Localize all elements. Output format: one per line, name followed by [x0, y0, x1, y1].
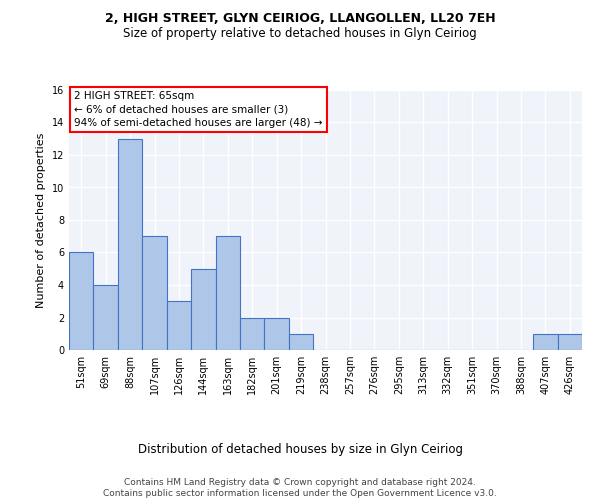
Bar: [142, 236, 167, 350]
Bar: [557, 334, 582, 350]
Text: Contains HM Land Registry data © Crown copyright and database right 2024.
Contai: Contains HM Land Registry data © Crown c…: [103, 478, 497, 498]
Bar: [118, 138, 142, 350]
Text: 2, HIGH STREET, GLYN CEIRIOG, LLANGOLLEN, LL20 7EH: 2, HIGH STREET, GLYN CEIRIOG, LLANGOLLEN…: [104, 12, 496, 26]
Bar: [533, 334, 557, 350]
Y-axis label: Number of detached properties: Number of detached properties: [36, 132, 46, 308]
Bar: [191, 269, 215, 350]
Bar: [167, 301, 191, 350]
Text: Distribution of detached houses by size in Glyn Ceiriog: Distribution of detached houses by size …: [137, 442, 463, 456]
Text: Size of property relative to detached houses in Glyn Ceiriog: Size of property relative to detached ho…: [123, 28, 477, 40]
Bar: [94, 285, 118, 350]
Bar: [289, 334, 313, 350]
Bar: [215, 236, 240, 350]
Text: 2 HIGH STREET: 65sqm
← 6% of detached houses are smaller (3)
94% of semi-detache: 2 HIGH STREET: 65sqm ← 6% of detached ho…: [74, 92, 323, 128]
Bar: [240, 318, 265, 350]
Bar: [265, 318, 289, 350]
Bar: [69, 252, 94, 350]
